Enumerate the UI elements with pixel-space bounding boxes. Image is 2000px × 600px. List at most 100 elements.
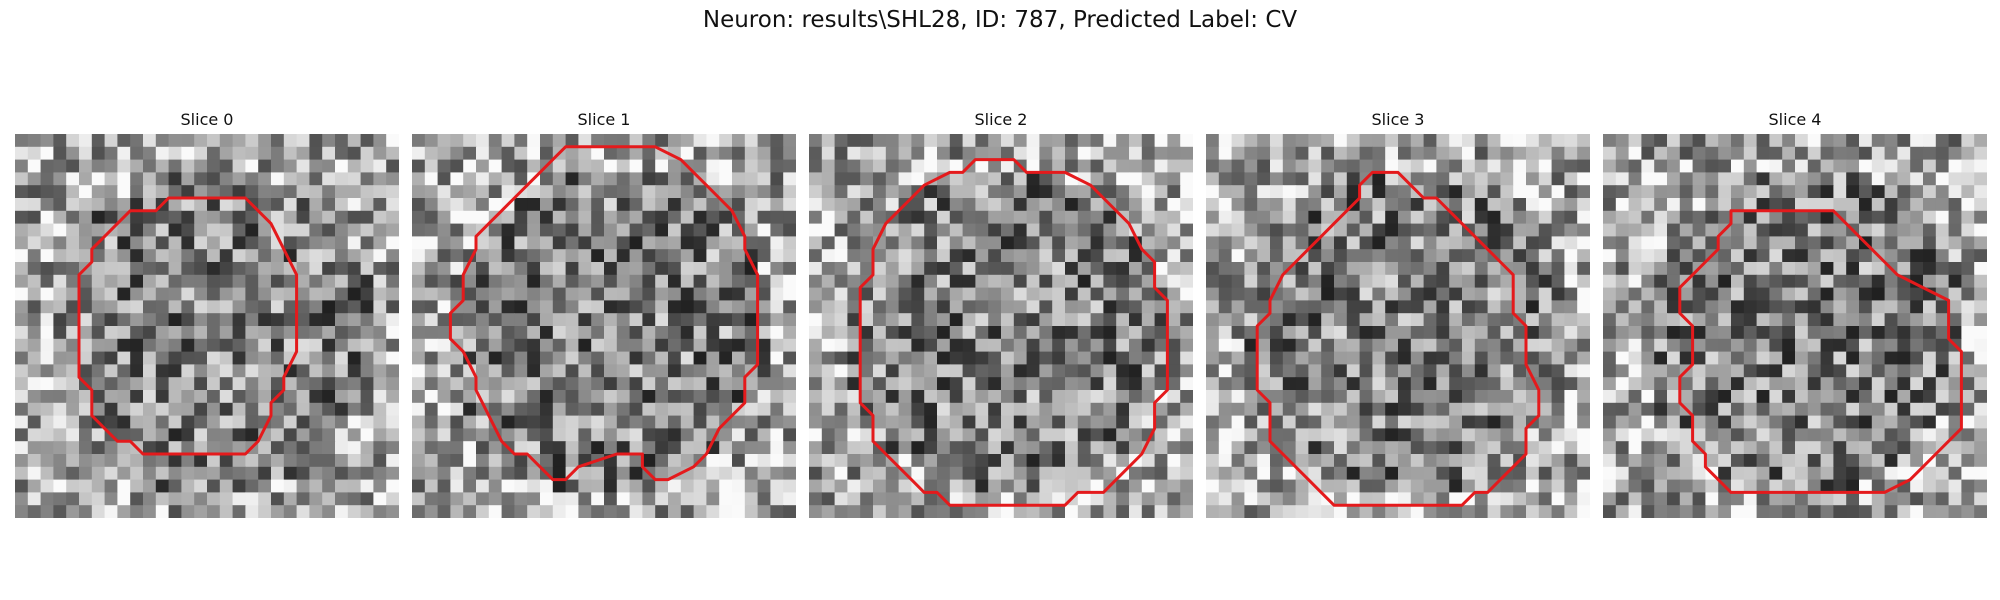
- pixel: [1346, 313, 1361, 327]
- pixel: [117, 326, 131, 340]
- pixel: [1474, 454, 1489, 468]
- pixel: [949, 287, 964, 301]
- pixel: [501, 274, 515, 289]
- pixel: [245, 300, 259, 314]
- pixel: [1718, 492, 1732, 506]
- pixel: [1820, 338, 1834, 353]
- pixel: [143, 402, 157, 417]
- pixel: [770, 364, 784, 378]
- pixel: [1833, 390, 1847, 404]
- pixel: [155, 415, 170, 429]
- pixel: [1257, 262, 1271, 276]
- pixel: [360, 428, 374, 442]
- pixel: [1948, 210, 1962, 225]
- pixel: [885, 274, 900, 289]
- pixel: [1359, 364, 1373, 378]
- pixel: [885, 134, 900, 148]
- pixel: [860, 262, 874, 276]
- pixel: [642, 146, 656, 161]
- pixel: [1270, 454, 1284, 468]
- pixel: [322, 402, 336, 417]
- pixel: [143, 262, 157, 276]
- pixel: [873, 390, 887, 404]
- pixel: [1231, 492, 1245, 506]
- pixel: [1910, 159, 1924, 173]
- pixel: [514, 428, 528, 442]
- pixel: [1129, 287, 1143, 301]
- pixel: [258, 492, 272, 506]
- pixel: [219, 134, 234, 148]
- pixel: [949, 338, 964, 353]
- pixel: [245, 236, 259, 250]
- pixel: [1026, 313, 1040, 327]
- pixel: [1026, 300, 1040, 314]
- pixel: [1039, 249, 1053, 263]
- pixel: [386, 223, 399, 237]
- pixel: [642, 313, 656, 327]
- pixel: [834, 274, 848, 289]
- pixel: [1974, 146, 1987, 161]
- pixel: [1462, 274, 1476, 289]
- pixel: [296, 262, 310, 276]
- pixel: [130, 185, 144, 199]
- pixel: [1679, 351, 1694, 365]
- pixel: [885, 441, 900, 455]
- pixel: [1538, 441, 1553, 455]
- pixel: [770, 198, 784, 212]
- pixel: [1743, 390, 1758, 404]
- pixel: [1628, 159, 1642, 173]
- pixel: [1385, 428, 1399, 442]
- pixel: [732, 390, 746, 404]
- pixel: [1641, 236, 1655, 250]
- pixel: [91, 198, 106, 212]
- pixel: [1526, 172, 1540, 186]
- pixel: [1436, 351, 1450, 365]
- pixel: [719, 262, 733, 276]
- pixel: [1065, 351, 1079, 365]
- pixel: [1116, 185, 1130, 199]
- pixel: [911, 454, 925, 468]
- pixel: [1807, 274, 1822, 289]
- pixel: [1679, 377, 1694, 391]
- pixel: [898, 185, 912, 199]
- pixel: [1026, 428, 1040, 442]
- pixel: [1513, 249, 1527, 263]
- pixel: [501, 338, 515, 353]
- pixel: [1423, 236, 1437, 250]
- pixel: [514, 300, 528, 314]
- pixel: [360, 210, 374, 225]
- pixel: [283, 274, 298, 289]
- pixel: [258, 159, 272, 173]
- pixel: [1615, 146, 1630, 161]
- pixel: [783, 134, 796, 148]
- pixel: [616, 262, 631, 276]
- pixel: [347, 338, 362, 353]
- pixel: [1180, 313, 1193, 327]
- pixel: [834, 390, 848, 404]
- pixel: [1270, 390, 1284, 404]
- pixel: [181, 249, 195, 263]
- pixel: [629, 390, 643, 404]
- figure-title: Neuron: results\SHL28, ID: 787, Predicte…: [702, 7, 1298, 33]
- pixel: [1065, 300, 1079, 314]
- pixel: [424, 223, 439, 237]
- pixel: [181, 441, 195, 455]
- pixel: [1423, 364, 1437, 378]
- pixel: [578, 364, 592, 378]
- pixel: [476, 134, 490, 148]
- pixel: [732, 505, 746, 518]
- pixel: [1129, 262, 1143, 276]
- pixel: [1116, 351, 1130, 365]
- pixel: [873, 326, 887, 340]
- pixel: [540, 402, 554, 417]
- pixel: [1334, 454, 1348, 468]
- pixel: [1948, 377, 1962, 391]
- pixel: [1679, 415, 1694, 429]
- pixel: [655, 185, 669, 199]
- pixel: [207, 454, 221, 468]
- pixel: [1462, 428, 1476, 442]
- pixel: [514, 505, 528, 518]
- pixel: [821, 249, 836, 263]
- pixel: [53, 146, 67, 161]
- pixel: [271, 159, 285, 173]
